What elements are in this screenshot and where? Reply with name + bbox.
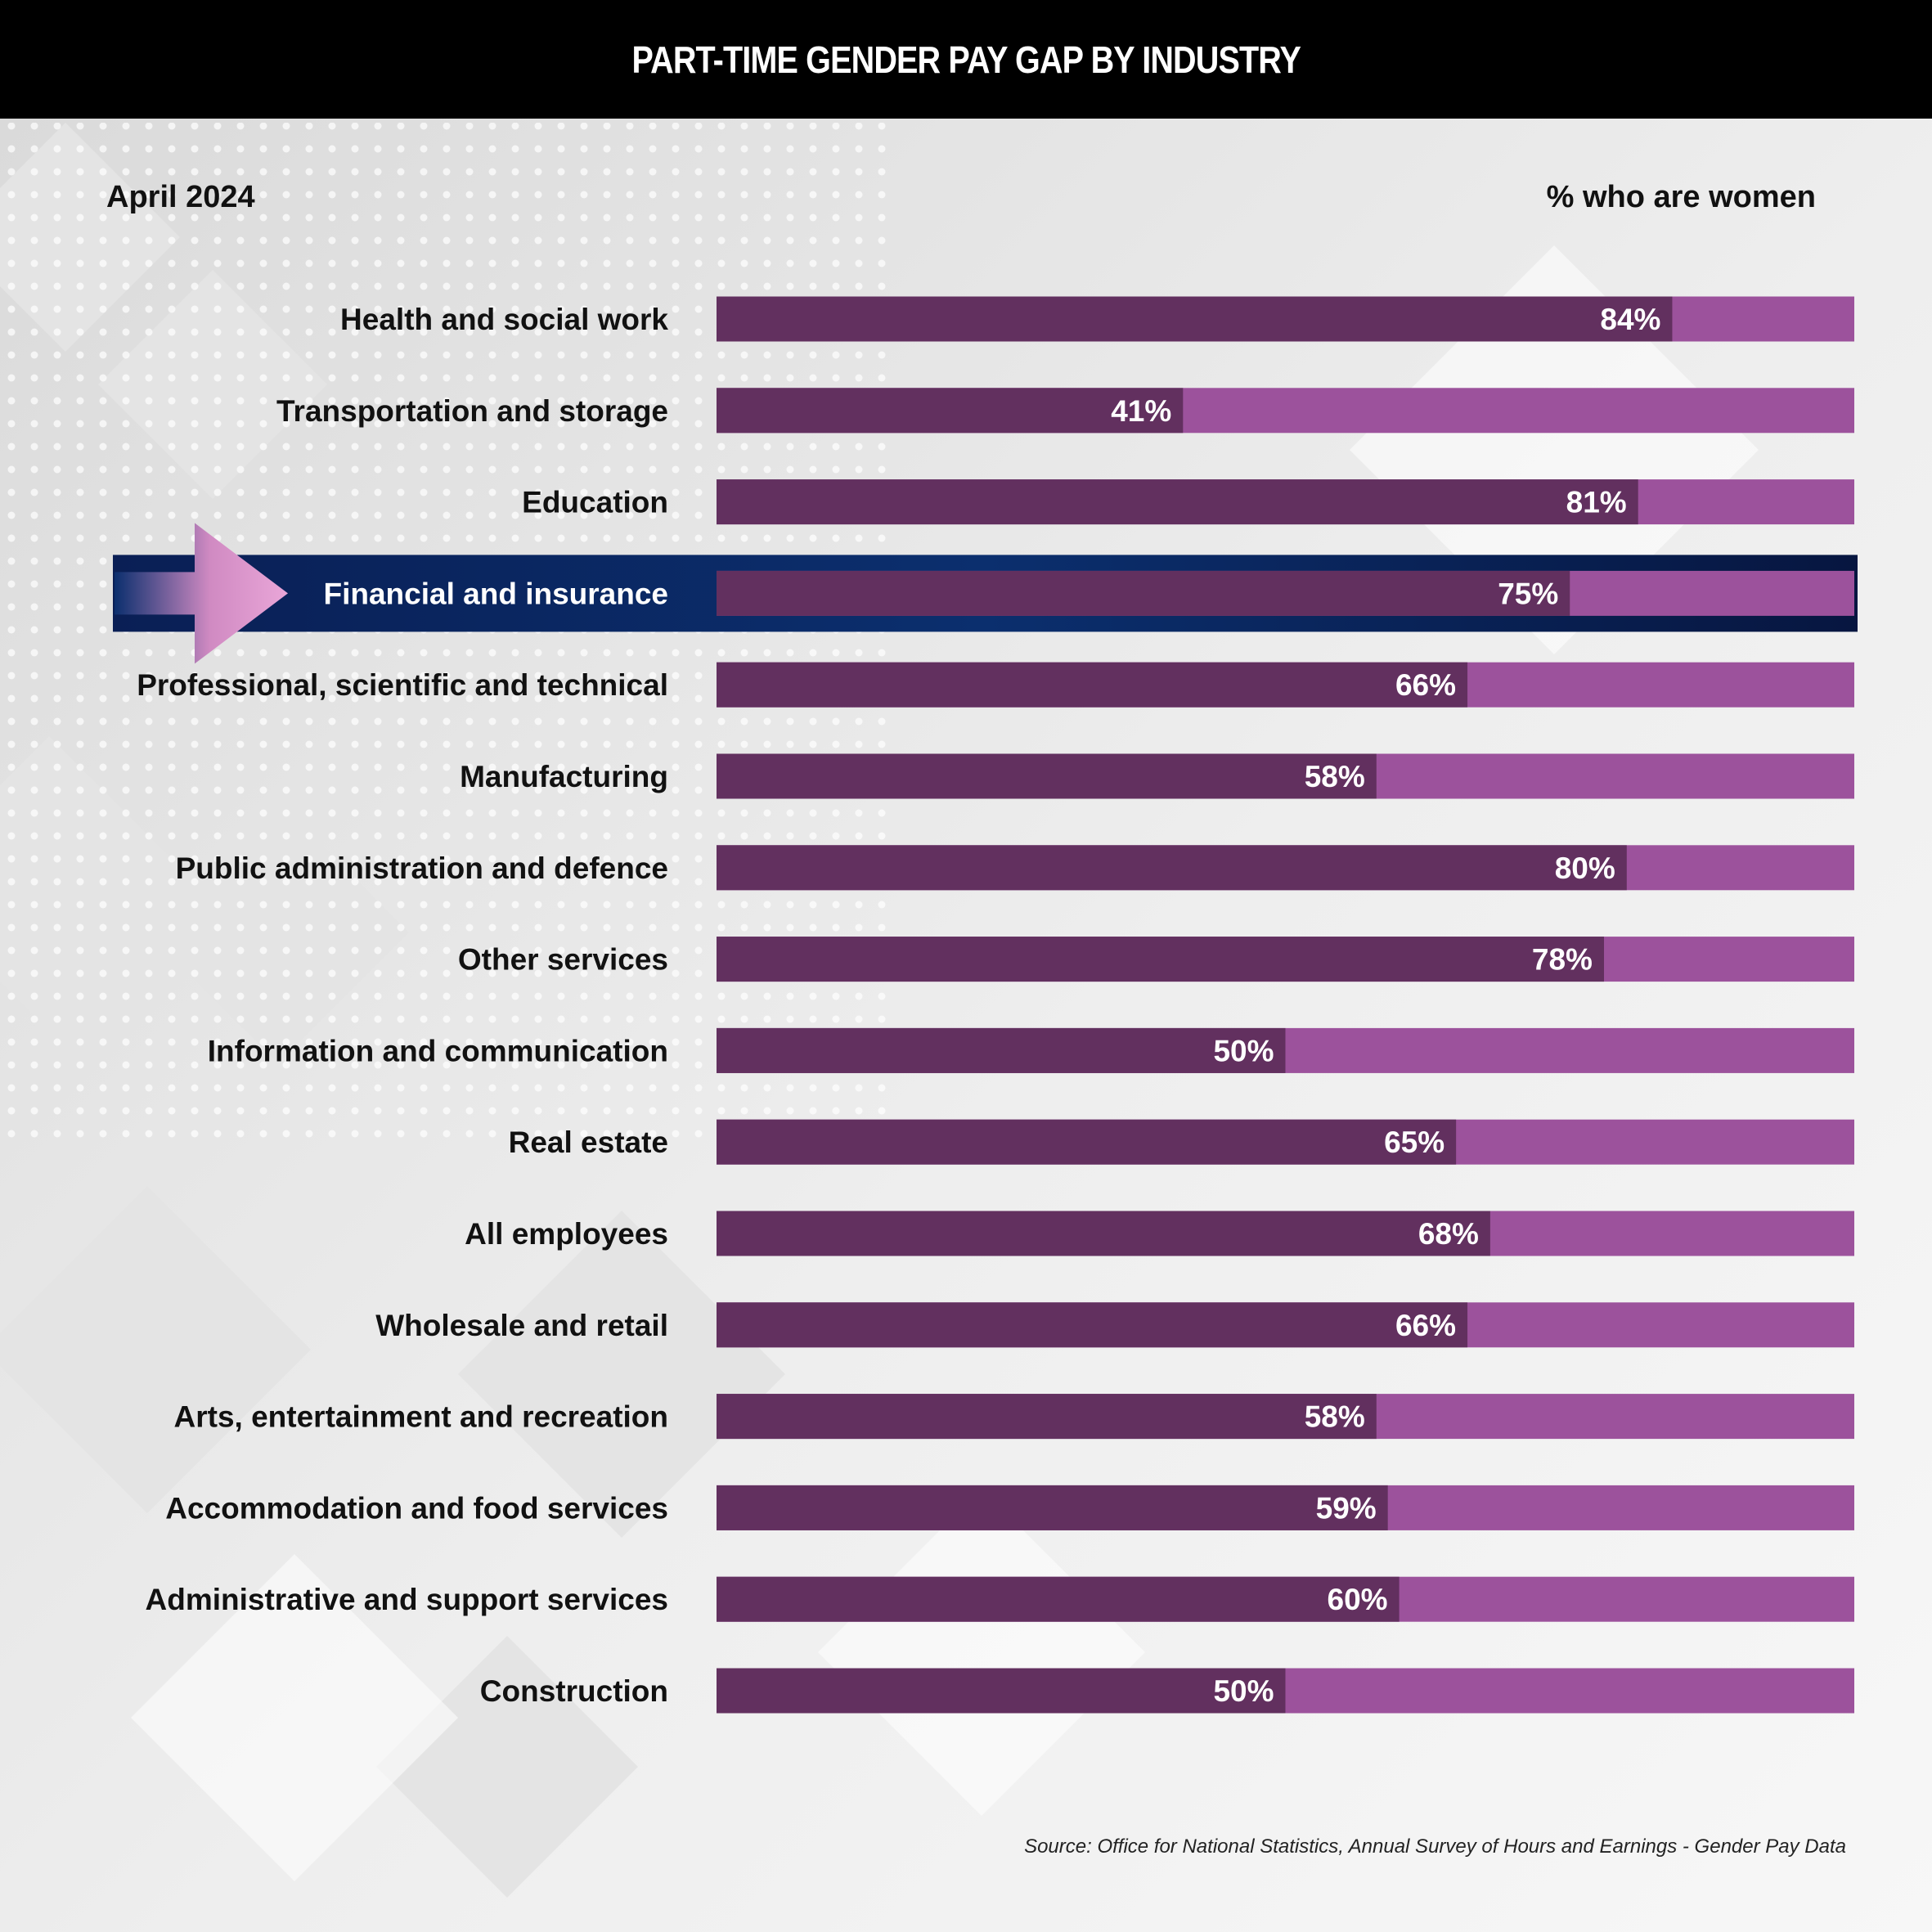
- header-bar: PART-TIME GENDER PAY GAP BY INDUSTRY: [0, 0, 1932, 119]
- category-label: Manufacturing: [460, 760, 668, 793]
- bar-value-label: 78%: [1532, 943, 1593, 977]
- bar-women: [717, 1394, 1377, 1440]
- bar-value-label: 66%: [1395, 1309, 1456, 1342]
- bar-women: [717, 388, 1184, 434]
- bar-women: [717, 753, 1377, 799]
- bar-value-label: 66%: [1395, 668, 1456, 702]
- bar-value-label: 84%: [1600, 303, 1660, 336]
- category-label: Transportation and storage: [276, 394, 668, 428]
- category-label: Administrative and support services: [146, 1583, 668, 1616]
- bar-value-label: 80%: [1555, 851, 1615, 885]
- category-label: Accommodation and food services: [165, 1491, 668, 1525]
- category-label: Construction: [480, 1674, 668, 1708]
- bar-women: [717, 1119, 1457, 1165]
- bar-women: [717, 1668, 1286, 1714]
- bar-value-label: 59%: [1316, 1491, 1377, 1525]
- bar-women: [717, 570, 1570, 616]
- category-label: Professional, scientific and technical: [137, 668, 668, 702]
- bar-women: [717, 1576, 1400, 1622]
- bar-value-label: 65%: [1384, 1126, 1445, 1159]
- bar-value-label: 58%: [1305, 760, 1365, 793]
- category-label: Other services: [458, 943, 668, 977]
- bar-value-label: 50%: [1213, 1034, 1274, 1067]
- category-label: All employees: [465, 1217, 668, 1251]
- category-label: Financial and insurance: [323, 577, 668, 610]
- date-label: April 2024: [106, 180, 255, 214]
- bar-women: [717, 1485, 1388, 1530]
- category-label: Information and communication: [208, 1034, 668, 1067]
- highlight-arrow-icon: [115, 523, 288, 664]
- category-label: Education: [522, 486, 668, 519]
- source-note: Source: Office for National Statistics, …: [1024, 1835, 1846, 1858]
- bar-women: [717, 1302, 1468, 1348]
- bar-women: [717, 1211, 1490, 1256]
- bar-value-label: 41%: [1111, 394, 1171, 428]
- bar-value-label: 68%: [1418, 1217, 1479, 1251]
- category-label: Real estate: [509, 1126, 668, 1159]
- bar-women: [717, 296, 1673, 342]
- category-label: Wholesale and retail: [375, 1309, 668, 1342]
- bar-value-label: 75%: [1498, 577, 1558, 610]
- bar-women: [717, 479, 1638, 525]
- category-label: Health and social work: [340, 303, 668, 336]
- bar-women: [717, 937, 1604, 982]
- bar-value-label: 58%: [1305, 1400, 1365, 1434]
- bar-value-label: 60%: [1328, 1583, 1388, 1616]
- bar-women: [717, 1027, 1286, 1073]
- category-label: Public administration and defence: [176, 851, 668, 885]
- bar-value-label: 81%: [1566, 486, 1627, 519]
- legend-label: % who are women: [1546, 180, 1816, 214]
- bar-women: [717, 845, 1627, 891]
- bar-value-label: 50%: [1213, 1674, 1274, 1708]
- chart-title: PART-TIME GENDER PAY GAP BY INDUSTRY: [631, 38, 1301, 81]
- bar-women: [717, 662, 1468, 708]
- category-label: Arts, entertainment and recreation: [174, 1400, 668, 1434]
